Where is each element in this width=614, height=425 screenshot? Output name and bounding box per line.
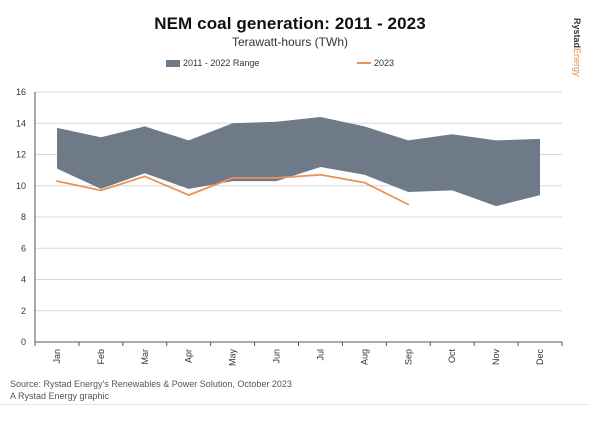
range-area bbox=[57, 117, 540, 206]
y-tick-label-12: 12 bbox=[16, 150, 26, 160]
x-tick-label-Jan: Jan bbox=[52, 349, 62, 364]
y-tick-label-2: 2 bbox=[21, 306, 26, 316]
x-tick-label-Nov: Nov bbox=[491, 349, 501, 366]
x-tick-label-Jun: Jun bbox=[272, 349, 282, 364]
source-note: Source: Rystad Energy's Renewables & Pow… bbox=[10, 379, 292, 389]
x-tick-label-Dec: Dec bbox=[535, 349, 545, 366]
y-tick-label-4: 4 bbox=[21, 275, 26, 285]
credit-note: A Rystad Energy graphic bbox=[10, 391, 109, 401]
y-tick-label-6: 6 bbox=[21, 243, 26, 253]
x-tick-label-Feb: Feb bbox=[96, 349, 106, 365]
y-tick-label-14: 14 bbox=[16, 118, 26, 128]
footer-divider bbox=[0, 404, 590, 405]
x-tick-label-Apr: Apr bbox=[184, 349, 194, 363]
y-tick-label-10: 10 bbox=[16, 181, 26, 191]
chart-canvas: 0 2 4 6 8 10 12 14 16 Jan Feb Mar Apr May Jun Jul Aug Se… bbox=[0, 0, 614, 425]
x-tick-label-Sep: Sep bbox=[403, 349, 413, 365]
x-tick-label-May: May bbox=[228, 349, 238, 367]
range-band bbox=[57, 117, 540, 206]
y-tick-label-0: 0 bbox=[21, 337, 26, 347]
x-tick-label-Jul: Jul bbox=[315, 349, 325, 361]
x-tick-label-Aug: Aug bbox=[359, 349, 369, 365]
y-tick-label-8: 8 bbox=[21, 212, 26, 222]
y-axis-ticks: 0 2 4 6 8 10 12 14 16 bbox=[16, 87, 26, 347]
x-axis-ticks: Jan Feb Mar Apr May Jun Jul Aug Sep Oct Nov Dec bbox=[52, 349, 545, 367]
y-tick-label-16: 16 bbox=[16, 87, 26, 97]
x-tick-label-Mar: Mar bbox=[140, 349, 150, 365]
x-tick-label-Oct: Oct bbox=[447, 349, 457, 364]
